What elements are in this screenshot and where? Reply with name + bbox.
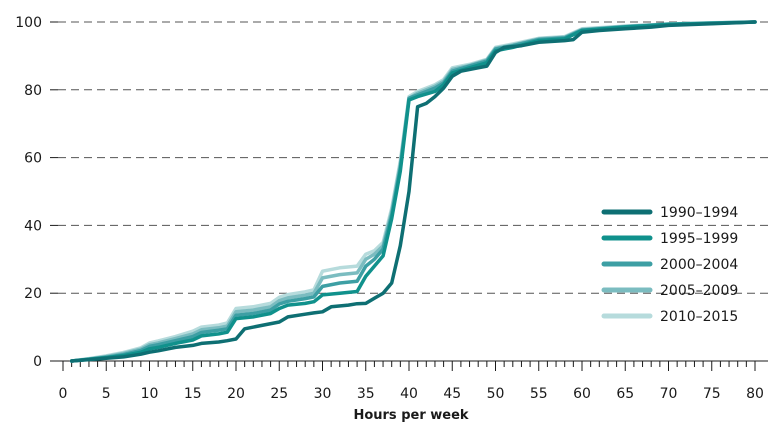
x-tick-label-60: 60: [573, 386, 591, 402]
legend-label-1: 1990–1994: [660, 205, 738, 221]
series-line-5: [69, 20, 757, 363]
series-line-4: [69, 20, 757, 363]
x-tick-label-10: 10: [141, 386, 159, 402]
x-tick-label-65: 65: [616, 386, 634, 402]
legend-label-5: 2010–2015: [660, 309, 738, 325]
x-axis-ticks: 0 5 10 15 20 25 30 35 40 45 50 55 60 65 70 75 80: [59, 361, 764, 402]
series-line-1: [69, 20, 757, 363]
y-tick-label-20: 20: [24, 286, 42, 302]
y-tick-label-100: 100: [15, 15, 42, 31]
x-tick-label-75: 75: [703, 386, 721, 402]
y-tick-label-40: 40: [24, 218, 42, 234]
x-tick-label-80: 80: [746, 386, 764, 402]
x-tick-label-20: 20: [227, 386, 245, 402]
x-tick-label-15: 15: [184, 386, 202, 402]
x-tick-label-30: 30: [314, 386, 332, 402]
x-tick-label-55: 55: [530, 386, 548, 402]
x-axis-title: Hours per week: [353, 408, 468, 423]
x-tick-label-50: 50: [487, 386, 505, 402]
legend: 1990–1994 1995–1999 2000–2004 2005–2009 2010…: [601, 205, 738, 325]
x-tick-label-5: 5: [102, 386, 111, 402]
x-tick-label-70: 70: [660, 386, 678, 402]
y-tick-label-60: 60: [24, 151, 42, 167]
x-tick-label-45: 45: [443, 386, 461, 402]
series-lines: [69, 20, 757, 363]
y-axis-ticks: 0 20 40 60 80 100: [15, 15, 58, 370]
series-line-3: [69, 20, 757, 363]
x-tick-label-40: 40: [400, 386, 418, 402]
legend-label-2: 1995–1999: [660, 231, 738, 247]
y-tick-label-0: 0: [33, 354, 42, 370]
x-tick-label-0: 0: [59, 386, 68, 402]
legend-label-4: 2005–2009: [660, 283, 738, 299]
x-tick-label-25: 25: [270, 386, 288, 402]
series-line-2: [69, 20, 757, 363]
y-tick-label-80: 80: [24, 83, 42, 99]
legend-label-3: 2000–2004: [660, 257, 738, 273]
x-tick-label-35: 35: [357, 386, 375, 402]
